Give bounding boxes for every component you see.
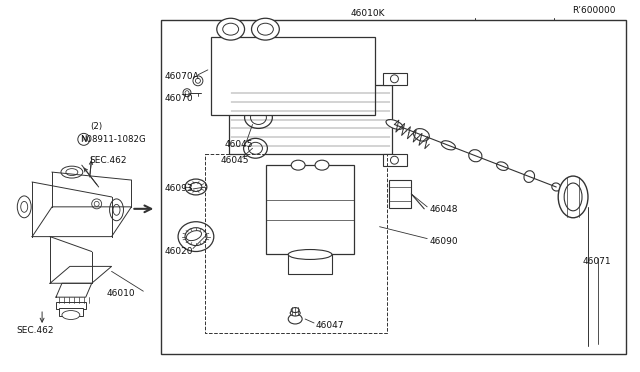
- Bar: [211, 37, 374, 115]
- Bar: [266, 165, 354, 254]
- Ellipse shape: [195, 78, 200, 83]
- Ellipse shape: [257, 23, 273, 35]
- Ellipse shape: [291, 160, 305, 170]
- Ellipse shape: [244, 107, 273, 128]
- Ellipse shape: [248, 142, 262, 154]
- Ellipse shape: [193, 76, 203, 86]
- Text: 46020: 46020: [164, 247, 193, 256]
- Ellipse shape: [558, 176, 588, 218]
- Ellipse shape: [524, 171, 534, 182]
- Ellipse shape: [252, 18, 279, 40]
- Bar: [228, 85, 392, 154]
- Ellipse shape: [552, 183, 561, 191]
- Ellipse shape: [183, 89, 191, 97]
- Text: 46070A: 46070A: [164, 72, 199, 81]
- Text: N: N: [81, 137, 86, 142]
- Bar: [56, 302, 86, 309]
- Ellipse shape: [564, 183, 582, 211]
- Text: R’600000: R’600000: [572, 6, 616, 15]
- Ellipse shape: [185, 228, 207, 246]
- Bar: [288, 254, 332, 274]
- Text: 46045: 46045: [221, 156, 249, 165]
- Ellipse shape: [61, 166, 83, 178]
- Text: 46048: 46048: [429, 205, 458, 214]
- Text: 46093: 46093: [164, 185, 193, 193]
- Ellipse shape: [62, 311, 80, 320]
- Bar: [383, 73, 407, 85]
- Ellipse shape: [17, 196, 31, 218]
- Ellipse shape: [185, 179, 207, 195]
- Ellipse shape: [113, 204, 120, 215]
- Ellipse shape: [288, 314, 302, 324]
- Text: SEC.462: SEC.462: [16, 326, 54, 336]
- Text: 46090: 46090: [429, 237, 458, 246]
- Text: 46047: 46047: [316, 321, 344, 330]
- Ellipse shape: [290, 310, 300, 316]
- Ellipse shape: [315, 160, 329, 170]
- Ellipse shape: [190, 183, 202, 192]
- Ellipse shape: [441, 141, 456, 150]
- Bar: [383, 154, 407, 166]
- Bar: [59, 308, 83, 316]
- Ellipse shape: [250, 110, 266, 125]
- Ellipse shape: [223, 23, 239, 35]
- Ellipse shape: [288, 250, 332, 259]
- Circle shape: [185, 91, 189, 95]
- Text: N08911-1082G: N08911-1082G: [80, 135, 145, 144]
- Text: SEC.462: SEC.462: [90, 156, 127, 165]
- Bar: [161, 20, 626, 354]
- Ellipse shape: [497, 162, 508, 170]
- Text: (2): (2): [91, 122, 103, 131]
- Circle shape: [92, 199, 102, 209]
- Ellipse shape: [413, 129, 429, 141]
- Text: 46010: 46010: [107, 289, 135, 298]
- Bar: [390, 180, 412, 208]
- Ellipse shape: [468, 150, 482, 162]
- Text: 46071: 46071: [583, 257, 612, 266]
- Text: 46045: 46045: [225, 140, 253, 149]
- Ellipse shape: [217, 18, 244, 40]
- Text: 46010K: 46010K: [350, 9, 385, 18]
- Ellipse shape: [20, 201, 28, 212]
- Ellipse shape: [291, 308, 299, 312]
- Ellipse shape: [244, 138, 268, 158]
- Circle shape: [78, 134, 90, 145]
- Ellipse shape: [66, 169, 78, 176]
- Ellipse shape: [386, 119, 403, 129]
- Ellipse shape: [178, 222, 214, 251]
- Ellipse shape: [109, 199, 124, 221]
- Text: 46070: 46070: [164, 94, 193, 103]
